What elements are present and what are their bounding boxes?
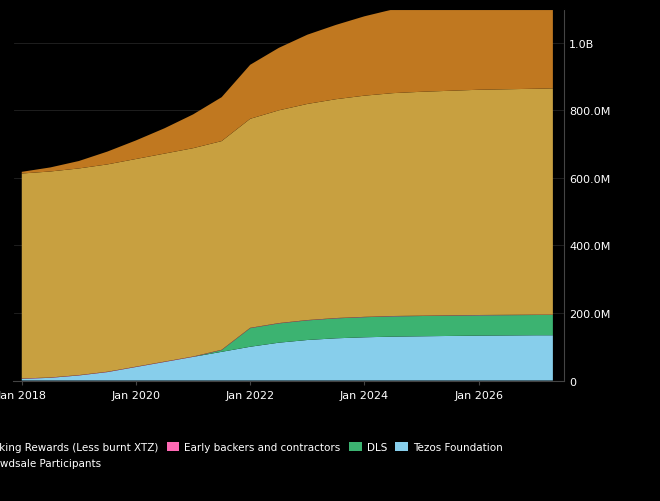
Legend: Staking Rewards (Less burnt XTZ), Crowdsale Participants, Early backers and cont: Staking Rewards (Less burnt XTZ), Crowds… xyxy=(0,438,507,472)
